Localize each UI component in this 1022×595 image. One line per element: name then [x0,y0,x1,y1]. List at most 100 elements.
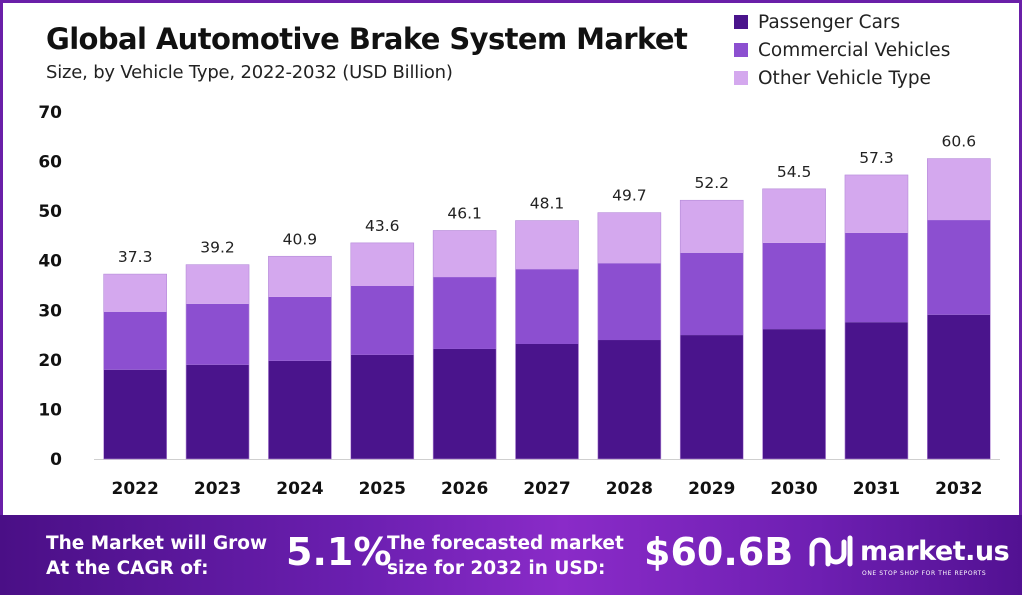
y-tick-label: 30 [38,301,62,321]
x-tick-label: 2024 [276,479,323,499]
market-us-logo-icon [809,535,853,567]
bar-segment-commercial-vehicles [103,311,167,370]
x-tick-label: 2026 [441,479,488,499]
bar-segment-passenger-cars [186,364,250,459]
bar-outline [103,273,167,460]
stacked-bar-chart: 01020304050607037.3202239.2202340.920244… [38,103,1000,499]
bar-segment-other-vehicle-type [268,256,332,297]
bar-total-label: 49.7 [612,187,647,205]
bar-segment-other-vehicle-type [103,274,167,312]
brand-name: market.us [860,535,1010,567]
brand-logo: market.us ONE STOP SHOP FOR THE REPORTS [808,534,1010,577]
bar-segment-commercial-vehicles [844,232,908,323]
bar-segment-commercial-vehicles [927,220,991,315]
legend-swatch-passenger-cars [734,15,748,29]
forecast-label-line2: size for 2032 in USD: [387,558,606,579]
bar-segment-other-vehicle-type [844,174,908,233]
bar-total-label: 43.6 [365,217,400,235]
legend-item-passenger-cars: Passenger Cars [734,8,950,36]
bar-segment-commercial-vehicles [680,252,744,336]
y-tick-label: 70 [38,103,62,123]
cagr-label: The Market will Grow At the CAGR of: [46,531,267,581]
y-tick-label: 60 [38,153,62,173]
bar-segment-passenger-cars [927,314,991,459]
bar-outline [597,212,662,460]
y-tick-label: 50 [38,202,62,222]
bar-segment-other-vehicle-type [515,220,579,270]
bar-total-label: 52.2 [694,174,729,192]
y-tick-label: 40 [38,252,62,272]
cagr-value: 5.1% [286,530,392,574]
brand-tagline: ONE STOP SHOP FOR THE REPORTS [862,570,987,577]
legend-label: Other Vehicle Type [758,67,931,89]
y-tick-label: 0 [50,450,62,470]
x-tick-label: 2022 [112,479,159,499]
bar-segment-commercial-vehicles [268,296,332,361]
bar-segment-other-vehicle-type [597,212,661,264]
x-tick-label: 2027 [523,479,570,499]
forecast-label-line1: The forecasted market [387,533,624,554]
bar-total-label: 57.3 [859,149,894,167]
chart-subtitle: Size, by Vehicle Type, 2022-2032 (USD Bi… [46,62,453,83]
bar-segment-passenger-cars [268,360,332,459]
bar-total-label: 37.3 [118,248,153,266]
bar-total-label: 40.9 [283,230,318,248]
x-tick-label: 2025 [359,479,406,499]
bar-segment-commercial-vehicles [350,285,414,355]
bar-segment-passenger-cars [350,354,414,459]
legend-swatch-other-vehicle-type [734,71,748,85]
bar-segment-passenger-cars [844,322,908,459]
bar-outline [927,158,991,460]
bar-segment-other-vehicle-type [433,230,497,278]
forecast-value: $60.6B [644,530,794,574]
legend: Passenger Cars Commercial Vehicles Other… [734,8,950,92]
bar-total-label: 46.1 [447,204,482,222]
bar-outline [350,242,415,460]
bar-segment-passenger-cars [103,369,167,459]
bar-segment-commercial-vehicles [597,263,661,341]
bar-segment-commercial-vehicles [762,242,826,330]
bar-total-label: 48.1 [530,195,565,213]
bar-segment-commercial-vehicles [515,269,579,344]
bar-total-label: 54.5 [777,163,812,181]
legend-label: Passenger Cars [758,11,901,33]
x-tick-label: 2032 [935,479,982,499]
bar-outline [679,199,744,460]
bar-outline [844,174,909,460]
bar-segment-commercial-vehicles [433,277,497,349]
bar-segment-passenger-cars [597,340,661,459]
x-tick-label: 2028 [606,479,653,499]
chart-title: Global Automotive Brake System Market [46,22,688,56]
bar-segment-other-vehicle-type [927,158,991,221]
bar-segment-other-vehicle-type [350,242,414,286]
x-tick-label: 2030 [770,479,817,499]
bar-segment-other-vehicle-type [762,188,826,243]
x-tick-label: 2031 [853,479,900,499]
bar-segment-passenger-cars [515,343,579,459]
bar-segment-passenger-cars [762,329,826,459]
cagr-label-line2: At the CAGR of: [46,558,209,579]
legend-item-other-vehicle-type: Other Vehicle Type [734,64,950,92]
legend-item-commercial-vehicles: Commercial Vehicles [734,36,950,64]
bar-total-label: 39.2 [200,239,235,257]
bar-segment-other-vehicle-type [186,264,250,304]
bar-segment-commercial-vehicles [186,303,250,365]
x-tick-label: 2029 [688,479,735,499]
bar-segment-passenger-cars [680,335,744,459]
y-tick-label: 20 [38,351,62,371]
bar-outline [432,230,497,460]
legend-label: Commercial Vehicles [758,39,951,61]
footer-banner: The Market will Grow At the CAGR of: 5.1… [0,515,1022,595]
x-tick-label: 2023 [194,479,241,499]
forecast-label: The forecasted market size for 2032 in U… [387,531,624,581]
bar-outline [268,255,332,460]
bar-outline [762,188,826,460]
bar-outline [515,220,579,460]
y-tick-label: 10 [38,400,62,420]
cagr-label-line1: The Market will Grow [46,533,268,554]
bar-outline [185,264,250,460]
bar-segment-passenger-cars [433,348,497,459]
bar-segment-other-vehicle-type [680,200,744,253]
bar-total-label: 60.6 [942,133,977,151]
legend-swatch-commercial-vehicles [734,43,748,57]
